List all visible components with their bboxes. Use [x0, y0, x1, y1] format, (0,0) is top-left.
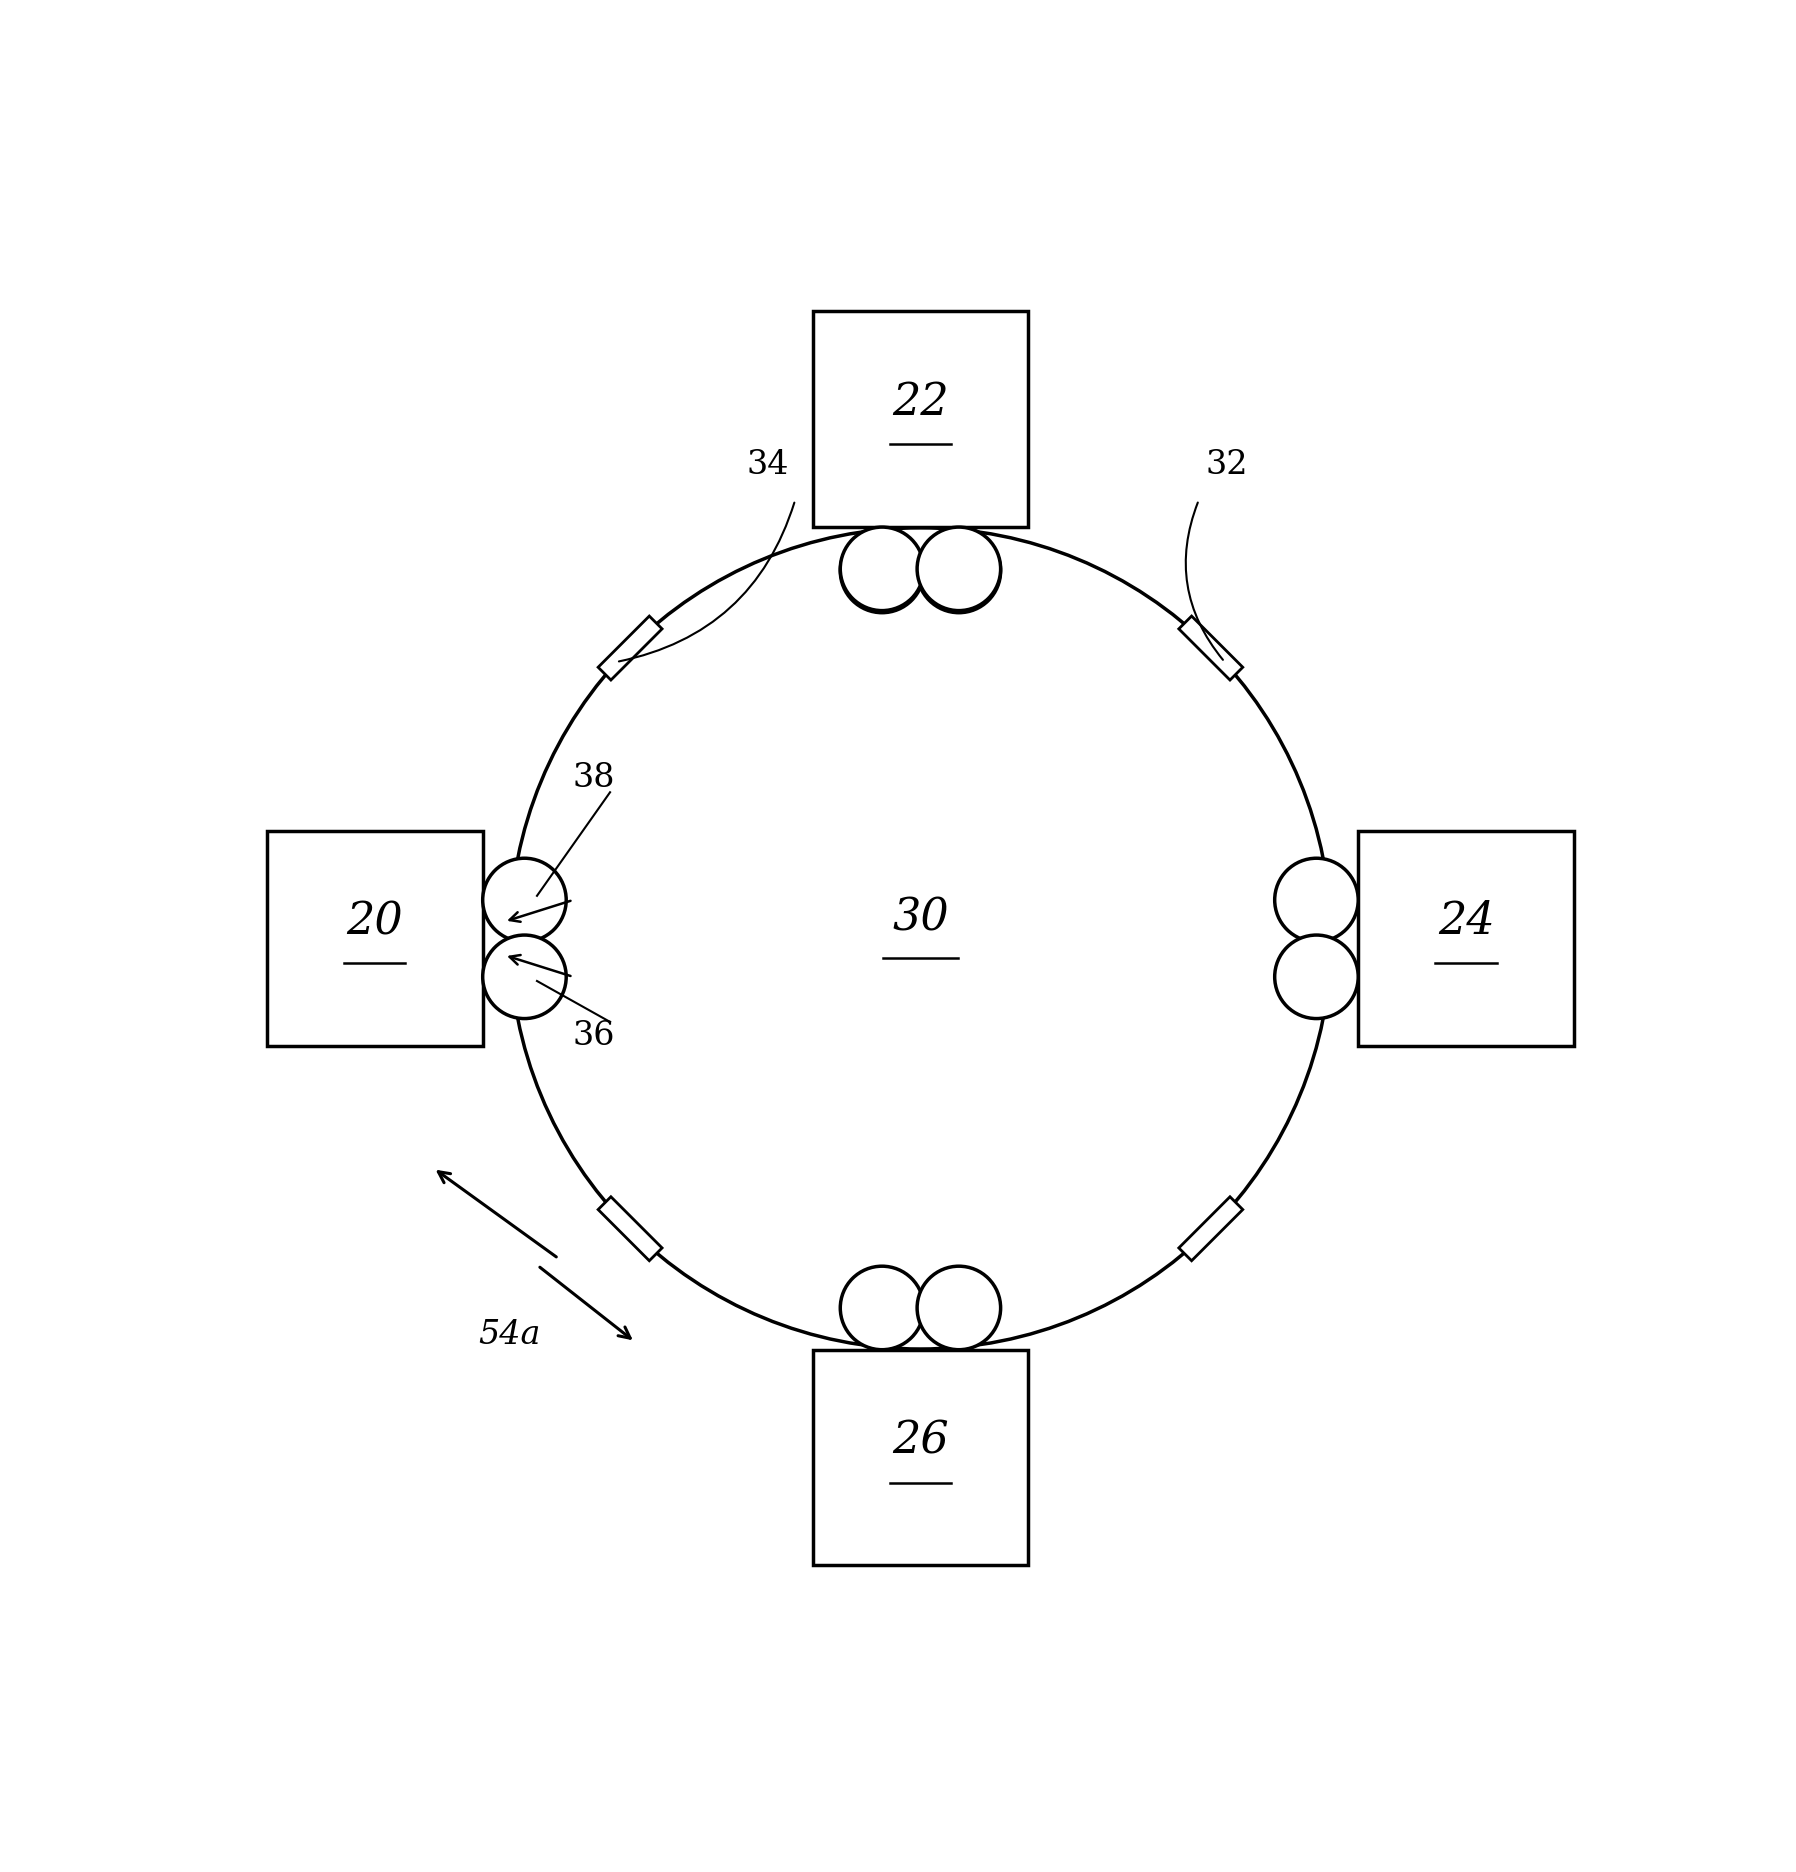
Text: 54a: 54a [480, 1320, 541, 1352]
Text: 20: 20 [347, 900, 402, 943]
Circle shape [841, 530, 923, 612]
Bar [598, 1196, 663, 1260]
Circle shape [918, 530, 1000, 612]
Text: 26: 26 [893, 1419, 948, 1462]
Circle shape [918, 528, 1000, 610]
Bar [598, 616, 663, 680]
Text: 30: 30 [893, 897, 948, 940]
Text: 24: 24 [1439, 900, 1494, 943]
Circle shape [483, 857, 566, 942]
Text: 32: 32 [1205, 449, 1248, 481]
Text: 34: 34 [745, 449, 788, 481]
Bar [812, 1350, 1029, 1565]
Circle shape [1275, 857, 1358, 942]
Circle shape [841, 528, 923, 610]
Text: 36: 36 [573, 1020, 614, 1052]
Text: 38: 38 [573, 762, 614, 794]
Circle shape [918, 1265, 1000, 1350]
Bar [1178, 1196, 1243, 1260]
Bar [1358, 831, 1573, 1046]
Circle shape [483, 934, 566, 1018]
Circle shape [841, 1265, 923, 1350]
Bar [268, 831, 483, 1046]
Bar [1178, 616, 1243, 680]
Bar [812, 311, 1029, 528]
Text: 22: 22 [893, 380, 948, 425]
Circle shape [1275, 934, 1358, 1018]
